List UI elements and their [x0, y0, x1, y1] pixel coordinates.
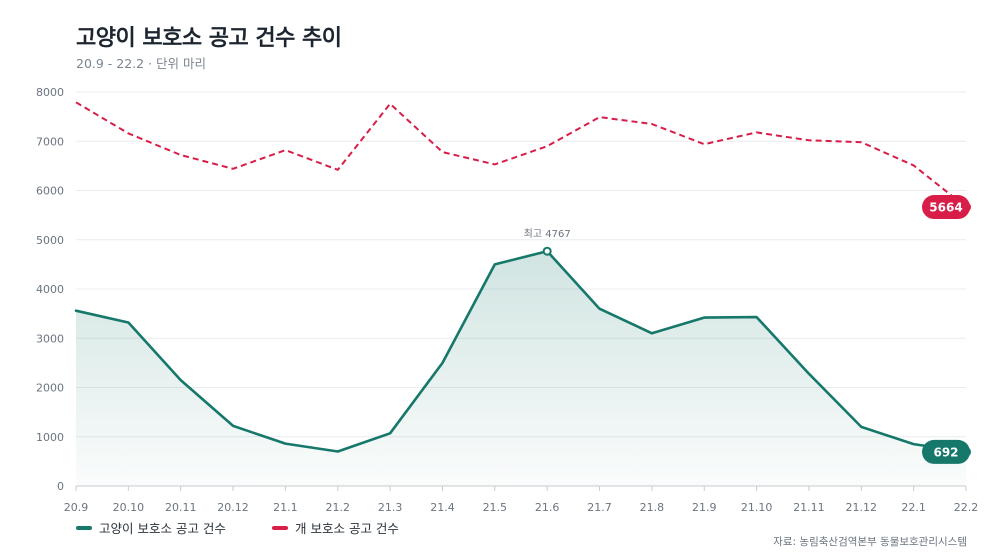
x-tick-label: 20.12	[217, 501, 249, 514]
peak-marker	[542, 246, 552, 256]
source-note: 자료: 농림축산검역본부 동물보호관리시스템	[773, 536, 967, 548]
data-labels: 최고 4767 692 5664	[524, 195, 971, 464]
end-label-bg-dog	[922, 195, 970, 220]
x-tick-label: 20.10	[113, 501, 145, 514]
legend-label-cat: 고양이 보호소 공고 건수	[99, 521, 226, 536]
y-tick-label: 0	[57, 480, 64, 493]
y-tick-label: 6000	[36, 185, 64, 198]
y-tick-label: 2000	[36, 382, 64, 395]
end-label-dog: 5664	[929, 201, 962, 215]
area-cat	[76, 251, 966, 486]
peak-label: 최고 4767	[524, 228, 571, 240]
legend-swatch-cat	[76, 525, 92, 530]
line-cat	[74, 249, 968, 454]
legend-swatch-dog	[272, 525, 288, 530]
x-tick-label: 21.9	[692, 501, 717, 514]
end-label-bg-cat	[922, 439, 970, 464]
x-tick-label: 21.6	[535, 501, 560, 514]
y-tick-label: 1000	[36, 431, 64, 444]
x-tick-label: 22.1	[901, 501, 926, 514]
y-tick-label: 8000	[36, 86, 64, 99]
x-tick-label: 21.11	[793, 501, 825, 514]
x-tick-label: 21.4	[430, 501, 455, 514]
x-tick-label: 21.10	[741, 501, 773, 514]
x-tick-label: 21.5	[483, 501, 508, 514]
x-tick-label: 21.2	[326, 501, 351, 514]
x-tick-label: 20.9	[64, 501, 89, 514]
x-tick-label: 22.2	[954, 501, 979, 514]
end-point-cat	[961, 446, 971, 457]
x-tick-label: 21.7	[587, 501, 612, 514]
chart-subtitle: 20.9 - 22.2 · 단위 마리	[76, 56, 207, 71]
legend-item-dog: 개 보호소 공고 건수	[272, 518, 399, 537]
end-label-cat: 692	[933, 445, 958, 459]
x-tick-label: 21.1	[273, 501, 298, 514]
y-tick-label: 7000	[36, 135, 64, 148]
y-tick-label: 5000	[36, 234, 64, 247]
end-point-dog	[961, 202, 971, 213]
axes: 0 1000 2000 3000 4000 5000 6000 7000 8000 20.9 20.…	[36, 86, 978, 514]
x-tick-label: 21.3	[378, 501, 403, 514]
x-tick-label: 21.12	[846, 501, 878, 514]
y-tick-label: 3000	[36, 332, 64, 345]
series	[74, 101, 968, 486]
y-tick-label: 4000	[36, 283, 64, 296]
legend-item-cat: 고양이 보호소 공고 건수	[76, 518, 226, 537]
x-tick-label: 20.11	[165, 501, 197, 514]
legend-label-dog: 개 보호소 공고 건수	[295, 521, 399, 536]
x-tick-label: 21.8	[640, 501, 665, 514]
line-dog	[75, 101, 967, 208]
chart-title: 고양이 보호소 공고 건수 추이	[76, 26, 342, 51]
